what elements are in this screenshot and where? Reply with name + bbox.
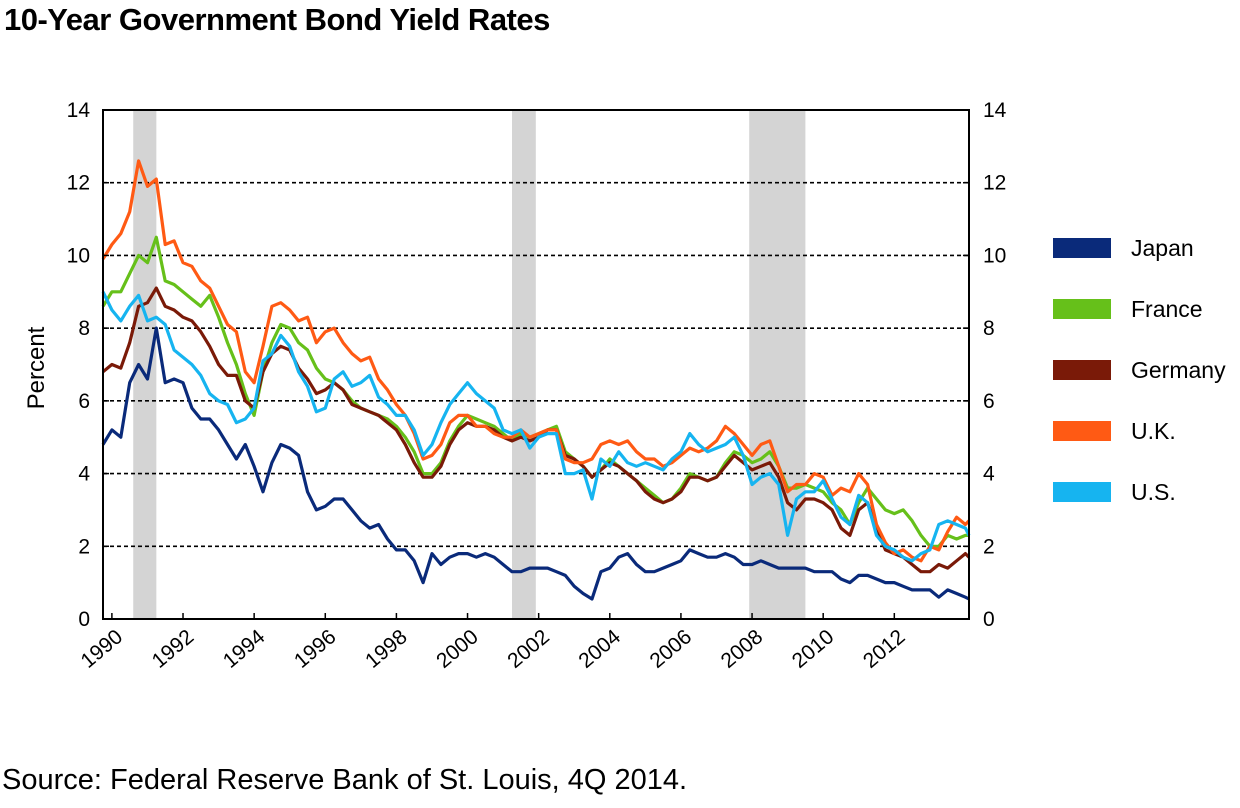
y-tick-left-10: 10 [67, 244, 90, 267]
y-tick-left-0: 0 [78, 608, 90, 631]
y-tick-left-6: 6 [78, 390, 90, 413]
series-line-japan [101, 326, 970, 601]
x-axis: 1990 1992 1994 1996 1998 2000 2002 2004 2006 2008… [77, 613, 910, 673]
x-tick-label-2002: 2002 [503, 625, 554, 673]
legend-swatch-us [1053, 482, 1111, 502]
y-tick-left-12: 12 [67, 172, 90, 195]
x-tick-label-1990: 1990 [77, 625, 128, 673]
y-tick-right-12: 12 [983, 172, 1006, 195]
plot-frame [102, 109, 970, 620]
recession-band-1 [511, 110, 536, 619]
recession-bands [133, 110, 806, 619]
legend-swatch-france [1053, 299, 1111, 319]
y-tick-left-8: 8 [78, 317, 90, 340]
y-axis-left: 0 2 4 6 8 10 12 14 [67, 99, 109, 631]
y-axis-right: 0 2 4 6 8 10 12 14 [963, 99, 1007, 631]
legend-label-uk: U.K. [1131, 418, 1176, 444]
legend-label-us: U.S. [1131, 479, 1176, 505]
chart-title: 10-Year Government Bond Yield Rates [4, 2, 550, 37]
y-tick-right-0: 0 [983, 608, 995, 631]
x-tick-label-1998: 1998 [361, 625, 412, 673]
series-lines [101, 159, 971, 601]
x-tick-label-2012: 2012 [859, 625, 910, 673]
y-tick-left-4: 4 [78, 463, 90, 486]
legend-label-japan: Japan [1131, 235, 1194, 261]
y-tick-left-2: 2 [78, 535, 90, 558]
x-tick-label-2010: 2010 [788, 625, 839, 673]
x-tick-label-2008: 2008 [717, 625, 768, 673]
x-tick-label-2004: 2004 [574, 625, 625, 673]
x-tick-label-1996: 1996 [290, 625, 341, 673]
y-tick-right-4: 4 [983, 463, 995, 486]
yield-chart: 0 2 4 6 8 10 12 14 0 2 4 6 8 10 12 14 1990 1992 1994 1996… [23, 99, 1226, 673]
x-tick-label-1992: 1992 [148, 625, 199, 673]
y-tick-right-14: 14 [983, 99, 1007, 122]
legend-swatch-uk [1053, 421, 1111, 441]
y-tick-left-14: 14 [67, 99, 91, 122]
series-line-us [101, 291, 971, 563]
y-tick-right-10: 10 [983, 244, 1006, 267]
y-tick-right-6: 6 [983, 390, 995, 413]
x-tick-label-1994: 1994 [219, 625, 270, 673]
legend-label-germany: Germany [1131, 357, 1226, 383]
source-note: Source: Federal Reserve Bank of St. Loui… [2, 764, 688, 796]
x-tick-label-2006: 2006 [646, 625, 697, 673]
legend-swatch-germany [1053, 360, 1111, 380]
y-tick-right-2: 2 [983, 535, 995, 558]
series-line-france [101, 235, 969, 548]
recession-band-2 [749, 110, 806, 619]
y-axis-label: Percent [23, 326, 50, 409]
legend: Japan France Germany U.K. U.S. [1053, 235, 1226, 505]
legend-swatch-japan [1053, 238, 1111, 258]
y-tick-right-8: 8 [983, 317, 995, 340]
recession-band-0 [133, 110, 157, 619]
series-line-uk [101, 159, 971, 563]
legend-label-france: France [1131, 296, 1203, 322]
x-tick-label-2000: 2000 [432, 625, 483, 673]
grid-lines [103, 181, 969, 548]
